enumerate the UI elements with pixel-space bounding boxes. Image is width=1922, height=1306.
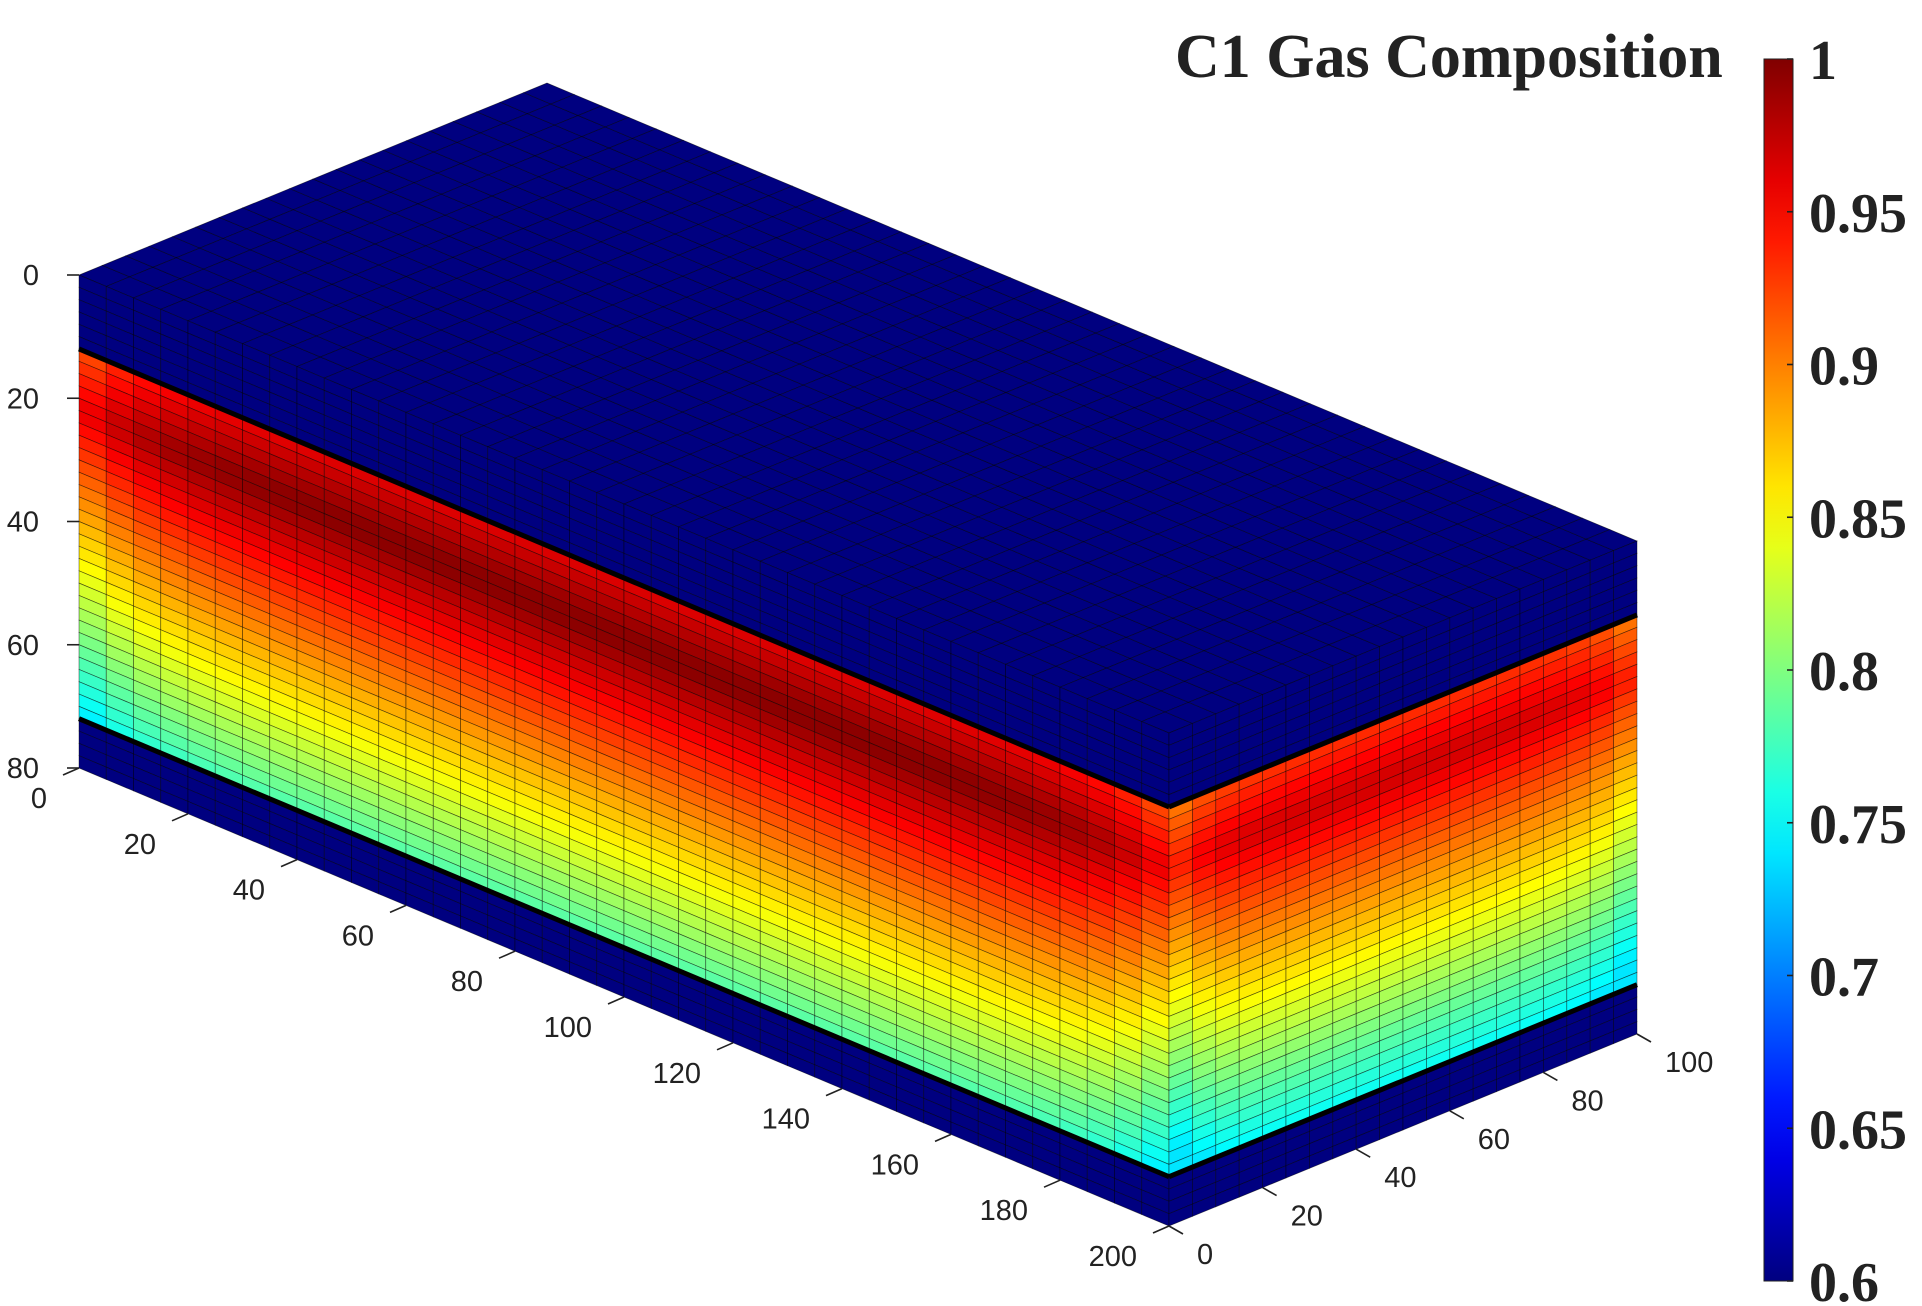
layer-boundary-line <box>78 716 1170 1180</box>
x-axis-tick-label: 0 <box>31 783 47 815</box>
y-axis-tick-label: 80 <box>1571 1085 1603 1117</box>
x-axis-tick-label: 40 <box>233 875 265 907</box>
x-axis: 0 20 40 60 80 100 120 140 160 180 200 <box>31 767 1170 1273</box>
x-axis-tick-label: 180 <box>980 1195 1028 1227</box>
colorbar-tick-label: 1 <box>1809 30 1837 92</box>
z-axis: 0 20 40 60 80 <box>7 260 79 785</box>
y-axis: 0 20 40 60 80 100 <box>1168 1033 1713 1271</box>
layer-boundary-line <box>78 346 1170 810</box>
x-axis-tick-label: 80 <box>451 966 483 998</box>
z-axis-tick-label: 40 <box>7 507 39 539</box>
z-axis-tick-label: 80 <box>7 753 39 785</box>
chart-title: C1 Gas Composition <box>1175 23 1723 91</box>
colorbar-tick-label: 0.75 <box>1809 794 1907 856</box>
y-axis-tick-label: 40 <box>1384 1162 1416 1194</box>
x-axis-tick <box>171 813 189 822</box>
x-axis-tick <box>1043 1179 1061 1188</box>
x-axis-tick <box>1152 1225 1170 1234</box>
layer-boundary-line <box>1168 982 1638 1180</box>
y-axis-tick <box>1355 1148 1371 1158</box>
y-axis-tick <box>1168 1225 1184 1235</box>
x-axis-tick-label: 20 <box>124 829 156 861</box>
z-axis-tick-label: 0 <box>23 260 39 292</box>
y-axis-tick-label: 20 <box>1291 1201 1323 1233</box>
y-axis-tick <box>1636 1033 1652 1043</box>
x-axis-tick <box>498 950 516 959</box>
y-axis-tick-label: 100 <box>1665 1047 1713 1079</box>
x-axis-tick <box>389 904 407 914</box>
x-axis-tick <box>716 1042 734 1051</box>
x-axis-tick <box>62 767 80 776</box>
y-axis-tick <box>1262 1186 1277 1197</box>
colorbar-tick-label: 0.9 <box>1809 336 1879 398</box>
x-axis-tick <box>825 1087 843 1097</box>
y-axis-tick <box>1449 1110 1465 1120</box>
y-axis-tick <box>1543 1071 1558 1082</box>
colorbar-tick-label: 0.8 <box>1809 641 1879 703</box>
layer-boundary-line <box>1168 612 1638 810</box>
x-axis-tick <box>934 1133 952 1143</box>
y-axis-tick-label: 0 <box>1197 1239 1213 1271</box>
colorbar-tick-label: 0.65 <box>1809 1099 1907 1161</box>
y-axis-tick-label: 60 <box>1478 1124 1510 1156</box>
z-axis-tick-label: 60 <box>7 630 39 662</box>
colorbar-tick-label: 0.6 <box>1809 1252 1879 1306</box>
colorbar-tick-label: 0.7 <box>1809 947 1879 1009</box>
x-axis-tick-label: 60 <box>342 920 374 952</box>
colorbar-tick-label: 0.95 <box>1809 183 1907 245</box>
z-axis-tick-label: 20 <box>7 383 39 415</box>
reservoir-block <box>78 82 1638 1227</box>
colorbar: 0.6 0.65 0.7 0.75 0.8 0.85 0.9 0.95 1 <box>1763 30 1907 1306</box>
x-axis-tick <box>280 858 298 868</box>
x-axis-tick-label: 140 <box>762 1104 810 1136</box>
x-axis-tick-label: 200 <box>1089 1241 1137 1273</box>
x-axis-tick-label: 160 <box>871 1149 919 1181</box>
colorbar-tick-label: 0.85 <box>1809 488 1907 550</box>
x-axis-tick-label: 120 <box>653 1058 701 1090</box>
x-axis-tick <box>607 996 625 1005</box>
x-axis-tick-label: 100 <box>544 1012 592 1044</box>
